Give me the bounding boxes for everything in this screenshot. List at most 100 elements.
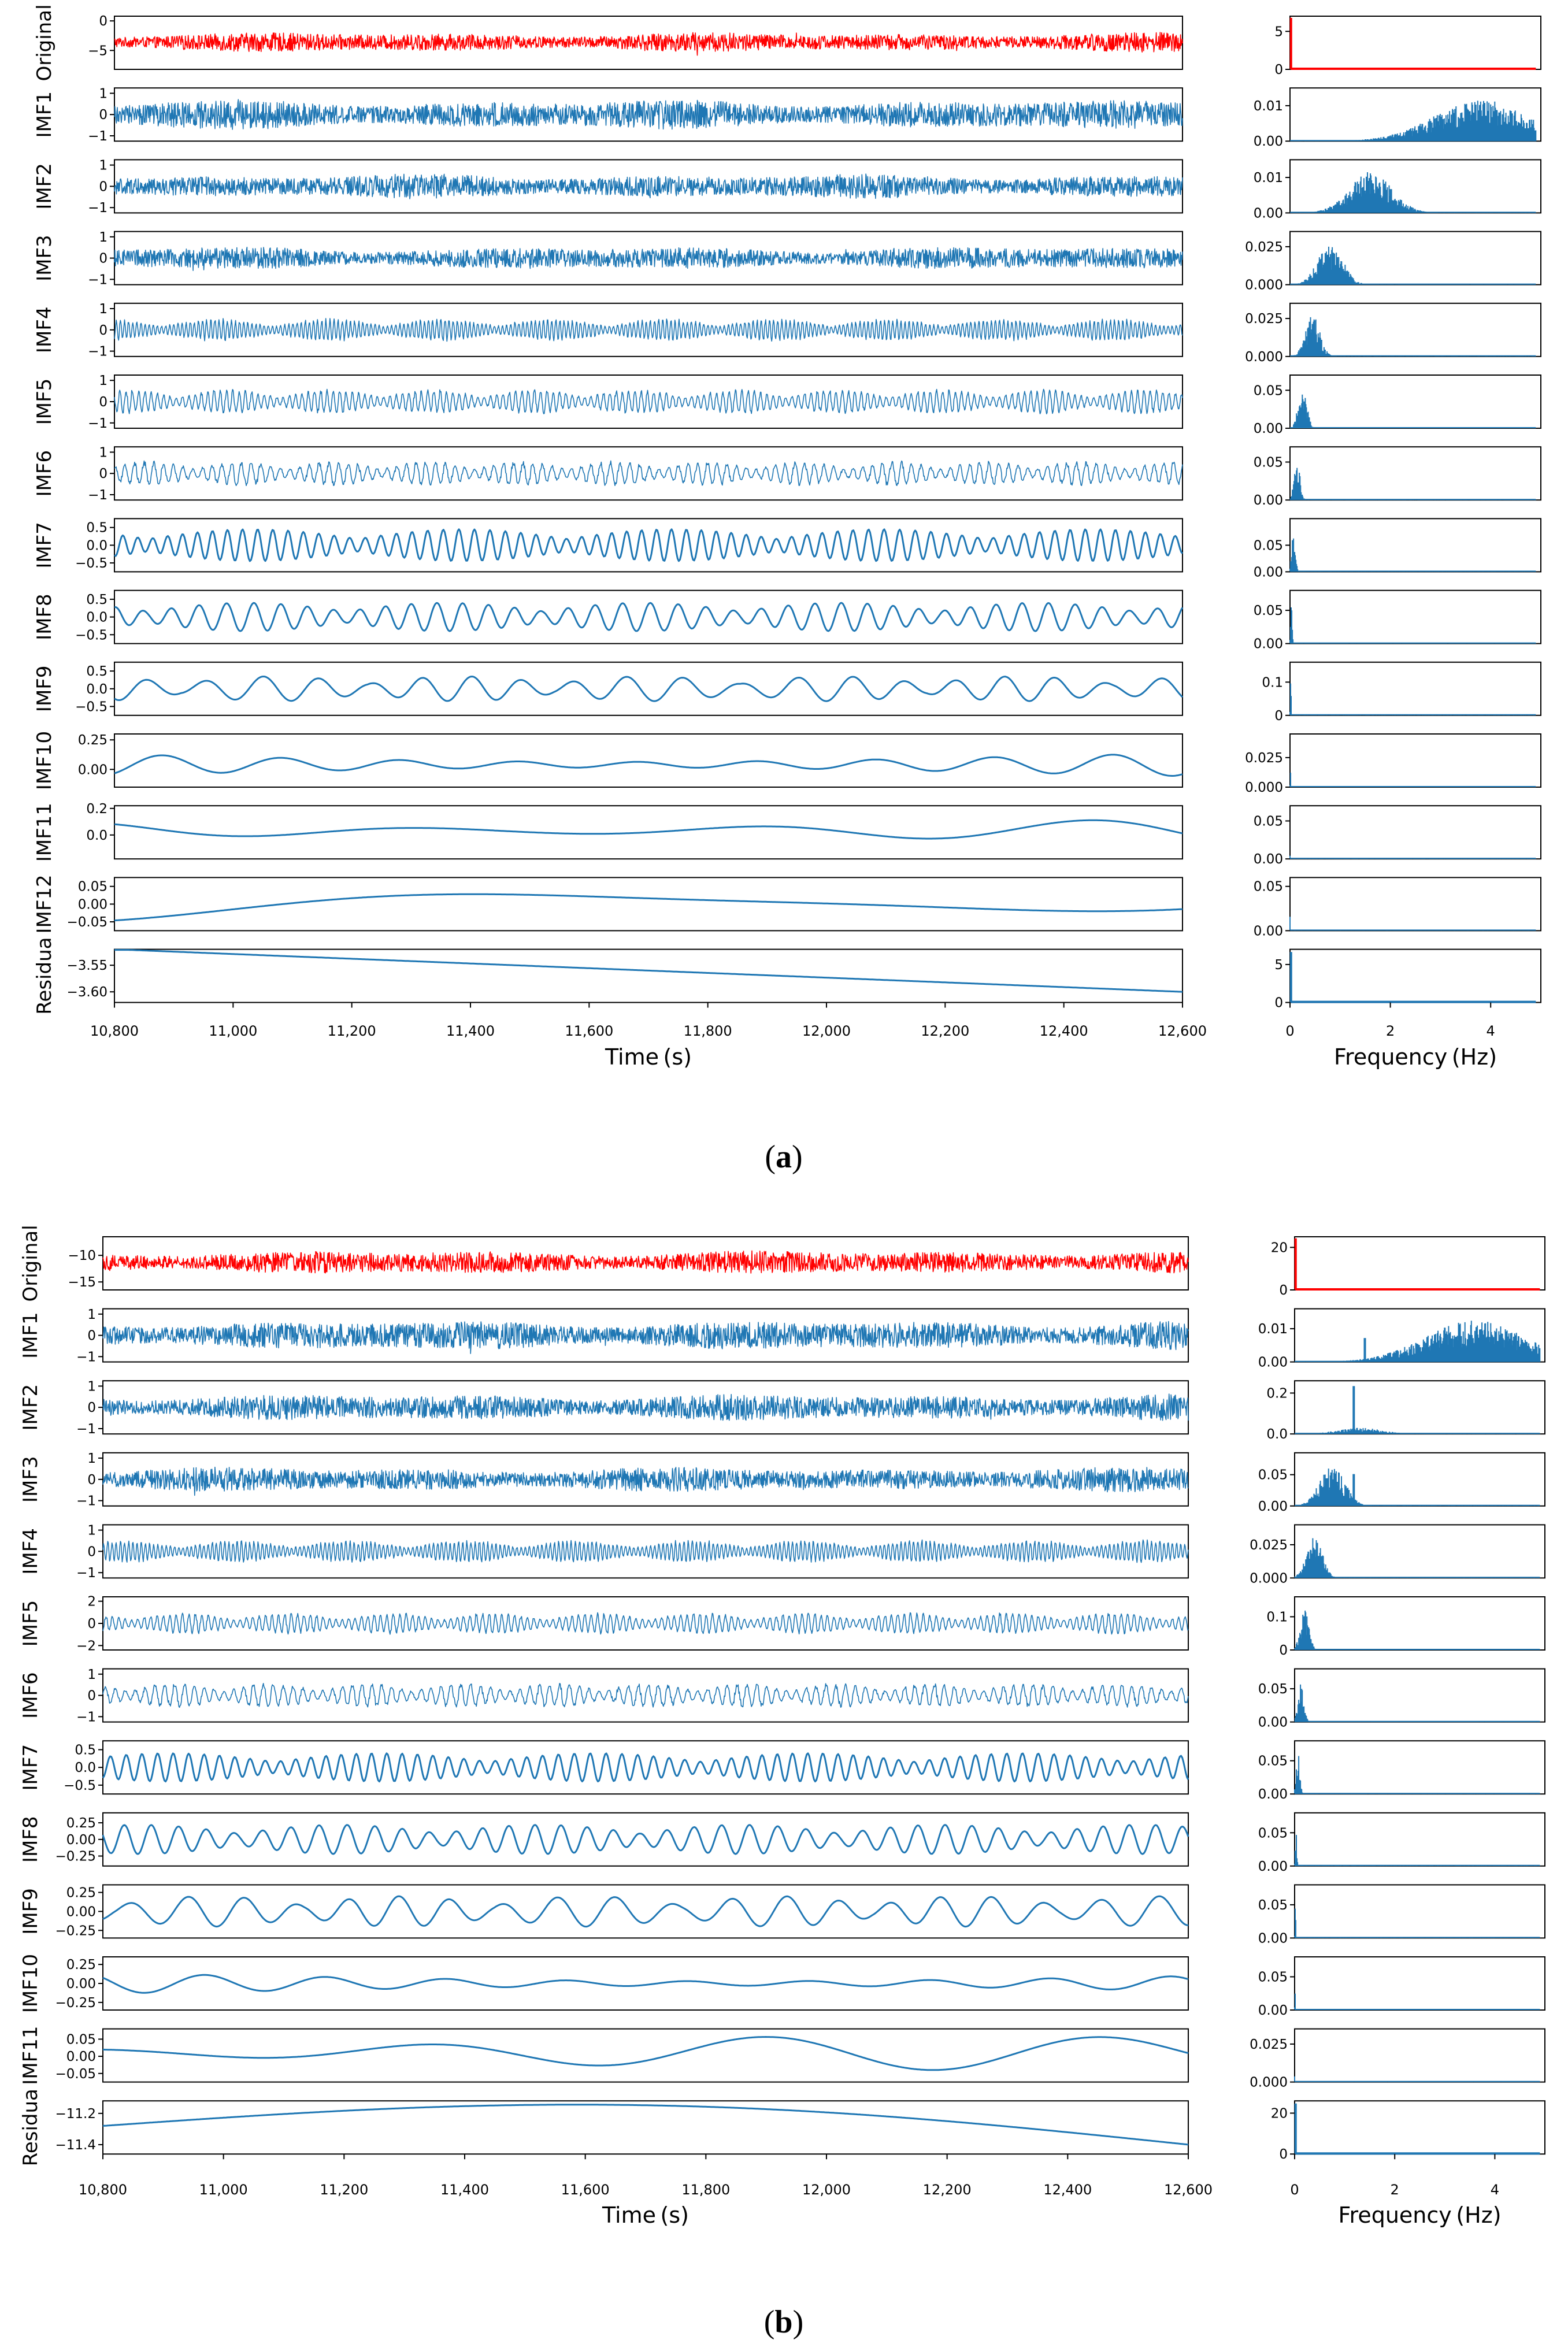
y-tick-label: −1 <box>76 1494 96 1509</box>
spectrum-imf7 <box>1289 538 1537 572</box>
row-imf1: 1 0 −1 IMF1 0.01 0.00 <box>19 1307 1545 1370</box>
x-tick-label: 11,600 <box>565 1023 613 1039</box>
freq-y-tick-label: 0 <box>1274 709 1283 724</box>
series-label: IMF1 <box>19 1312 42 1359</box>
y-tick-label: −0.05 <box>55 2067 96 2082</box>
freq-y-tick-label: 0.01 <box>1254 99 1283 114</box>
freq-y-tick-label: 20 <box>1271 1240 1288 1255</box>
series-label: IMF5 <box>19 1600 42 1647</box>
y-tick-label: 0 <box>87 1400 96 1415</box>
freq-y-tick-label: 0.00 <box>1258 1859 1288 1874</box>
y-tick-label: 0.0 <box>86 682 108 697</box>
x-tick-label: 11,400 <box>446 1023 495 1039</box>
series-label: Original <box>33 4 56 81</box>
series-label: IMF2 <box>19 1384 42 1431</box>
series-label: Residua <box>19 2089 42 2166</box>
freq-y-tick-label: 0.00 <box>1254 565 1283 580</box>
time-axes-imf9 <box>114 661 1183 716</box>
freq-y-tick-label: 20 <box>1271 2106 1288 2121</box>
time-axes-imf7 <box>114 518 1183 573</box>
freq-y-tick-label: 0.000 <box>1250 2075 1288 2090</box>
row-imf10: 0.25 0.00 −0.25 IMF10 0.05 0.00 <box>19 1954 1545 2018</box>
freq-y-tick-label: 0.05 <box>1258 1970 1288 1985</box>
row-original: −10 −15 Original 20 0 <box>19 1225 1545 1302</box>
y-tick-label: 0.00 <box>66 2049 96 2064</box>
y-tick-label: −1 <box>88 488 108 503</box>
spectrum-imf5 <box>1294 1610 1541 1650</box>
time-axes-imf4 <box>114 302 1183 357</box>
freq-x-tick-label: 4 <box>1487 1023 1495 1039</box>
freq-axes-imf11 <box>1294 2028 1545 2083</box>
freq-y-tick-label: 0 <box>1279 1643 1288 1658</box>
freq-y-tick-label: 5 <box>1274 24 1283 39</box>
y-tick-label: −10 <box>68 1248 96 1263</box>
freq-axes-imf6 <box>1289 446 1541 501</box>
caption-close-paren: ) <box>792 1139 803 1175</box>
row-residua: −11.2 −11.4 Residua 20 0 <box>19 2089 1545 2166</box>
series-label: IMF5 <box>33 379 56 425</box>
freq-axes-imf10 <box>1289 733 1541 788</box>
series-line-imf9 <box>102 1895 1189 1928</box>
freq-axes-imf9 <box>1289 661 1541 716</box>
x-tick-label: 12,200 <box>921 1023 969 1039</box>
y-tick-label: 0.25 <box>66 1816 96 1831</box>
freq-axes-original <box>1294 1236 1545 1291</box>
freq-axes-imf4 <box>1294 1524 1545 1579</box>
y-tick-label: 0 <box>87 1616 96 1631</box>
series-label: IMF3 <box>33 235 56 281</box>
y-tick-label: −0.25 <box>55 1996 96 2011</box>
y-tick-label: 0.5 <box>86 521 108 536</box>
caption-open-paren: ( <box>764 2304 775 2340</box>
freq-axes-imf12 <box>1289 877 1541 932</box>
x-tick-label: 11,000 <box>209 1023 257 1039</box>
y-tick-label: 0.25 <box>78 733 108 748</box>
series-line-imf3 <box>102 1466 1189 1496</box>
freq-y-tick-label: 5 <box>1274 958 1283 973</box>
row-imf7: 0.5 0.0 −0.5 IMF7 0.05 0.00 <box>33 518 1541 580</box>
freq-axes-imf2 <box>1289 159 1541 214</box>
series-line-imf12 <box>114 893 1183 922</box>
freq-y-tick-label: 0.00 <box>1254 493 1283 508</box>
y-tick-label: 1 <box>87 1451 96 1466</box>
series-line-original <box>114 32 1183 56</box>
series-line-original <box>102 1250 1189 1274</box>
series-line-imf4 <box>114 318 1183 342</box>
series-label: IMF8 <box>33 594 56 640</box>
y-tick-label: −15 <box>68 1275 96 1290</box>
y-tick-label: −1 <box>76 1566 96 1581</box>
freq-y-tick-label: 0 <box>1274 996 1283 1011</box>
spectrum-imf2 <box>1289 172 1537 213</box>
time-axes-residua <box>114 948 1183 1003</box>
freq-y-tick-label: 0.05 <box>1254 455 1283 470</box>
y-tick-label: −1 <box>76 1422 96 1437</box>
series-line-imf8 <box>102 1824 1189 1855</box>
series-label: IMF4 <box>19 1528 42 1575</box>
y-tick-label: −3.60 <box>67 985 108 1000</box>
spectrum-imf8 <box>1294 1835 1541 1866</box>
freq-y-tick-label: 0.01 <box>1258 1322 1288 1337</box>
time-axes-imf9 <box>102 1884 1189 1939</box>
time-axes-imf7 <box>102 1740 1189 1795</box>
y-tick-label: −11.4 <box>55 2138 96 2153</box>
series-line-imf11 <box>103 2036 1189 2071</box>
y-tick-label: −0.25 <box>55 1923 96 1938</box>
freq-y-tick-label: 0.05 <box>1254 538 1283 553</box>
freq-y-tick-label: 0.05 <box>1254 814 1283 829</box>
freq-y-tick-label: 0.025 <box>1250 2037 1288 2052</box>
y-tick-label: 0.00 <box>78 897 108 912</box>
freq-axes-imf7 <box>1289 518 1541 573</box>
y-tick-label: 0 <box>87 1473 96 1488</box>
series-label: IMF12 <box>33 874 56 933</box>
time-axes-imf5 <box>102 1596 1189 1651</box>
spectrum-residua <box>1294 2103 1540 2155</box>
freq-axes-imf4 <box>1289 302 1541 357</box>
x-tick-label: 11,200 <box>328 1023 376 1039</box>
spectrum-imf1 <box>1294 1321 1541 1362</box>
row-imf2: 1 0 −1 IMF2 0.2 0.0 <box>19 1379 1545 1442</box>
freq-axes-imf6 <box>1294 1668 1545 1723</box>
freq-axes-original <box>1289 16 1541 70</box>
y-tick-label: 0 <box>99 107 108 123</box>
x-tick-label: 11,000 <box>199 2182 248 2198</box>
